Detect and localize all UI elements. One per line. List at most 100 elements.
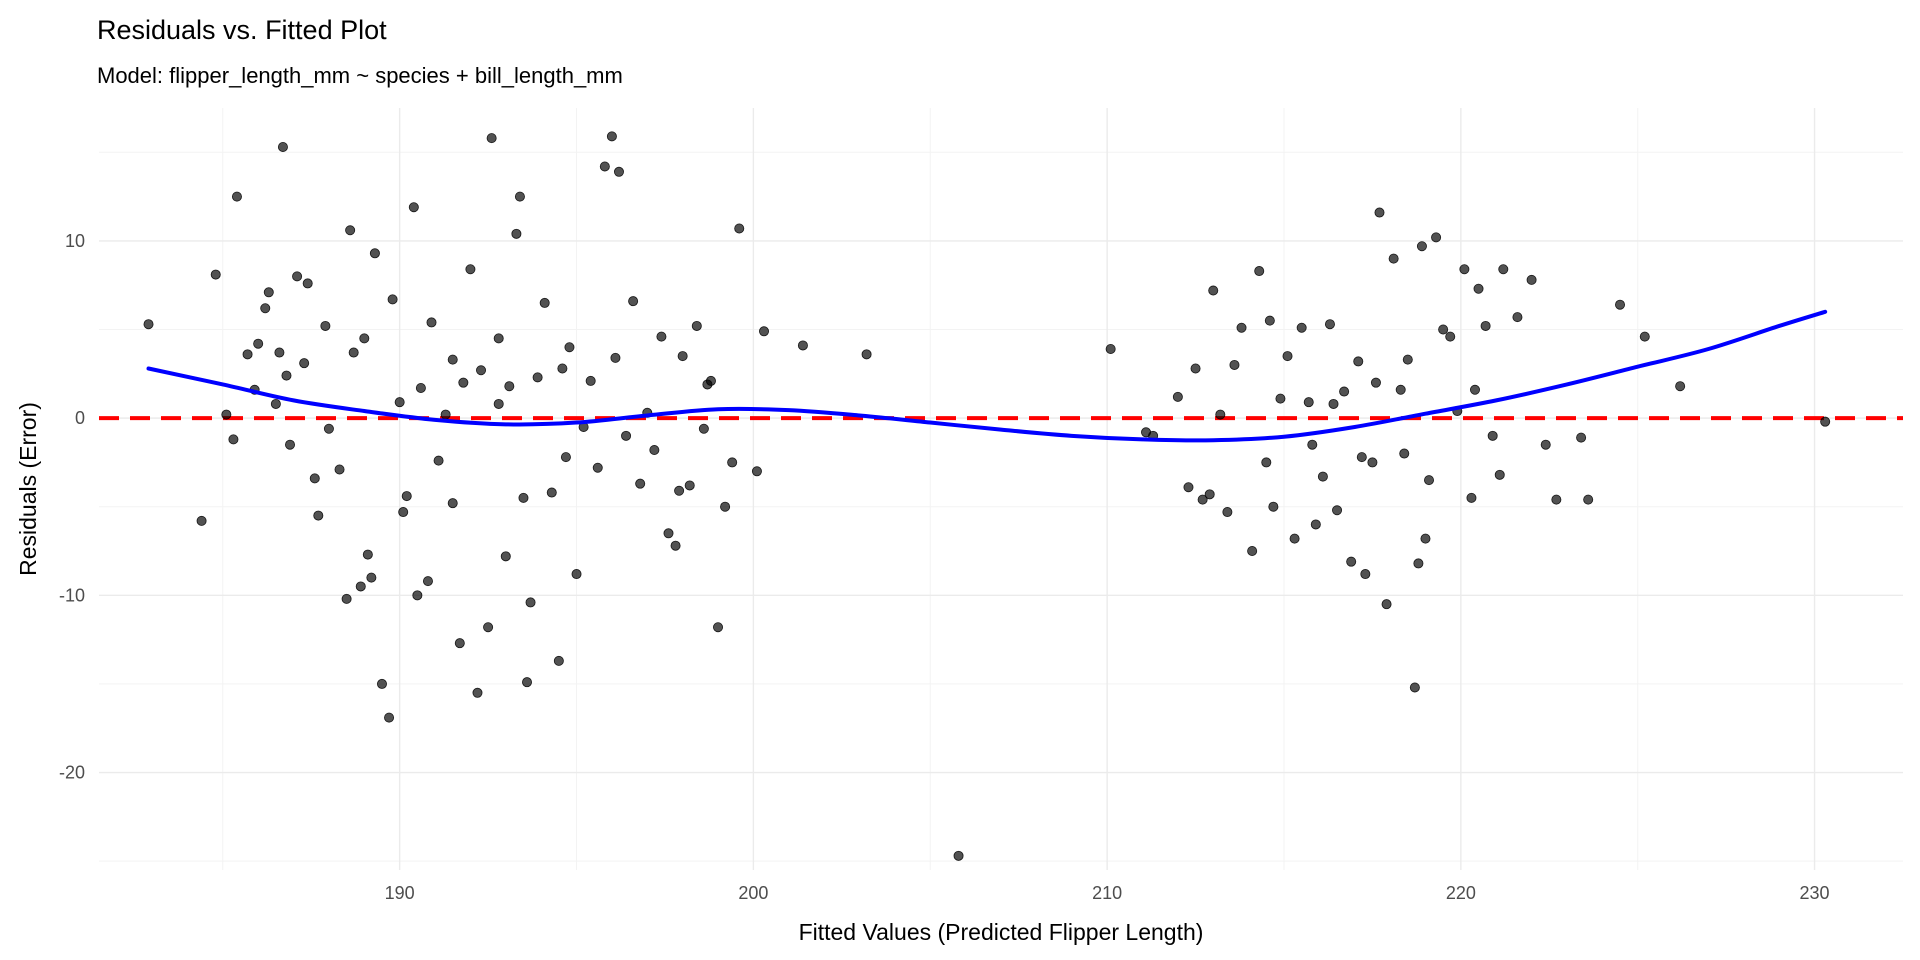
data-point (476, 365, 487, 376)
data-point (1395, 384, 1406, 395)
x-tick-label: 230 (1800, 883, 1830, 903)
data-point (348, 347, 359, 358)
data-point (1172, 391, 1183, 402)
data-point (1498, 264, 1509, 275)
data-point (1346, 556, 1357, 567)
data-point (359, 333, 370, 344)
data-point (1424, 475, 1435, 486)
data-point (1820, 416, 1831, 427)
data-point (592, 462, 603, 473)
data-point (1431, 232, 1442, 243)
data-point (433, 455, 444, 466)
data-point (1275, 393, 1286, 404)
data-point (299, 358, 310, 369)
data-point (546, 487, 557, 498)
data-point (1551, 494, 1562, 505)
data-point (621, 430, 632, 441)
data-point (1197, 494, 1208, 505)
data-point (1339, 386, 1350, 397)
data-point (369, 248, 380, 259)
data-point (670, 540, 681, 551)
data-point (1639, 331, 1650, 342)
data-point (292, 271, 303, 282)
data-point (734, 223, 745, 234)
data-point (210, 269, 221, 280)
data-point (394, 397, 405, 408)
data-point (684, 480, 695, 491)
data-point (334, 464, 345, 475)
data-point (713, 622, 724, 633)
smooth-curve-layer (146, 309, 1828, 443)
data-point (221, 409, 232, 420)
data-point (1466, 492, 1477, 503)
data-point (320, 320, 331, 331)
data-point (263, 287, 274, 298)
data-point (518, 492, 529, 503)
data-point (635, 478, 646, 489)
data-point (1409, 682, 1420, 693)
data-point (613, 166, 624, 177)
data-point (345, 225, 356, 236)
data-point (285, 439, 296, 450)
data-point (408, 202, 419, 213)
data-point (1222, 507, 1233, 518)
data-point (511, 228, 522, 239)
data-point (143, 319, 154, 330)
data-point (1215, 409, 1226, 420)
data-point (663, 528, 674, 539)
data-point (1388, 253, 1399, 264)
data-point (313, 510, 324, 521)
data-point (398, 507, 409, 518)
data-point (525, 597, 536, 608)
data-point (1512, 312, 1523, 323)
data-point (362, 549, 373, 560)
data-point (1402, 354, 1413, 365)
data-point (1254, 266, 1265, 277)
data-point (861, 349, 872, 360)
data-point (1374, 207, 1385, 218)
data-point (483, 622, 494, 633)
data-point (1204, 489, 1215, 500)
data-point (384, 712, 395, 723)
data-point (504, 381, 515, 392)
data-point (1183, 482, 1194, 493)
data-point (674, 485, 685, 496)
data-point (698, 423, 709, 434)
data-point (1289, 533, 1300, 544)
data-point (1416, 241, 1427, 252)
data-point (1310, 519, 1321, 530)
data-point (447, 354, 458, 365)
data-point (1675, 381, 1686, 392)
data-point (458, 377, 469, 388)
data-point (1307, 439, 1318, 450)
data-point (1360, 569, 1371, 580)
data-point (1413, 558, 1424, 569)
y-tick-label: -20 (59, 763, 85, 783)
data-point (610, 352, 621, 363)
data-point (454, 638, 465, 649)
data-point (560, 452, 571, 463)
data-point (447, 498, 458, 509)
data-point (1576, 432, 1587, 443)
data-points (143, 131, 1831, 861)
data-point (274, 347, 285, 358)
data-point (585, 375, 596, 386)
data-point (553, 655, 564, 666)
x-axis-label: Fitted Values (Predicted Flipper Length) (799, 919, 1204, 945)
data-point (720, 501, 731, 512)
data-point (1247, 546, 1258, 557)
data-point (532, 372, 543, 383)
x-tick-label: 190 (385, 883, 415, 903)
data-point (228, 434, 239, 445)
data-point (231, 191, 242, 202)
data-point (277, 141, 288, 152)
data-point (1469, 384, 1480, 395)
data-point (1105, 344, 1116, 355)
data-point (323, 423, 334, 434)
x-tick-label: 210 (1092, 883, 1122, 903)
data-point (1480, 320, 1491, 331)
data-point (412, 590, 423, 601)
y-axis-label: Residuals (Error) (15, 402, 41, 576)
data-point (606, 131, 617, 142)
